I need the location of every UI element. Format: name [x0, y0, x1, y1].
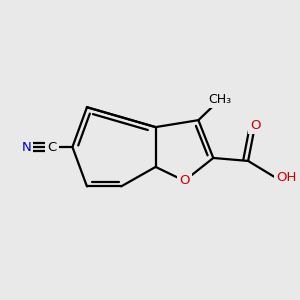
Text: C: C	[47, 140, 57, 154]
Text: O: O	[250, 118, 260, 132]
Text: CH₃: CH₃	[209, 93, 232, 106]
Text: N: N	[21, 140, 31, 154]
Text: OH: OH	[276, 171, 296, 184]
Text: O: O	[179, 174, 190, 187]
